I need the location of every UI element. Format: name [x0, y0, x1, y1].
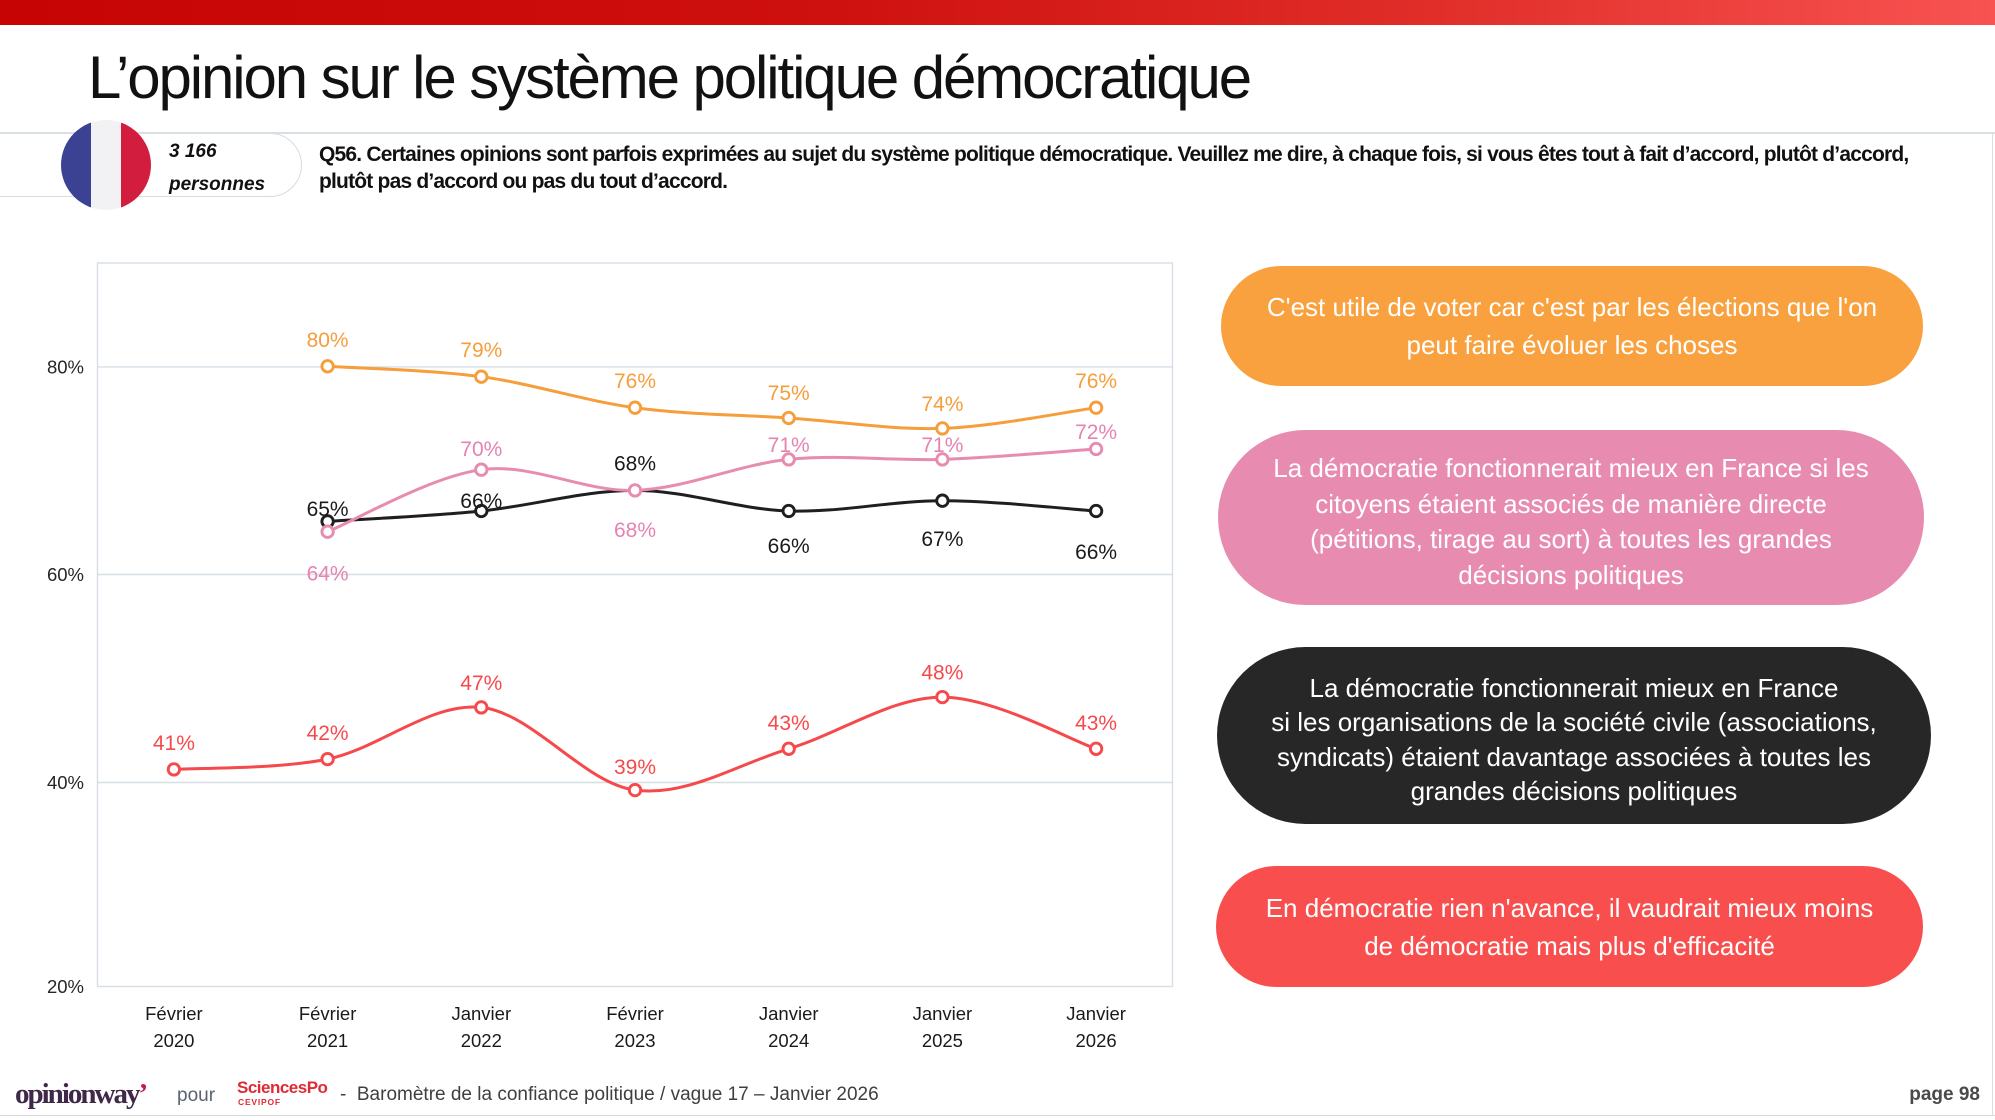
svg-text:2022: 2022	[461, 1030, 502, 1051]
svg-text:79%: 79%	[460, 339, 502, 362]
svg-text:60%: 60%	[47, 564, 84, 585]
svg-text:43%: 43%	[1075, 712, 1117, 735]
svg-text:67%: 67%	[921, 528, 963, 551]
svg-text:39%: 39%	[614, 756, 656, 779]
svg-text:80%: 80%	[47, 357, 84, 378]
svg-text:2020: 2020	[153, 1030, 194, 1051]
svg-text:66%: 66%	[768, 535, 810, 558]
svg-text:68%: 68%	[614, 519, 656, 542]
svg-text:Février: Février	[145, 1003, 203, 1024]
svg-text:65%: 65%	[307, 498, 349, 521]
svg-text:48%: 48%	[921, 662, 963, 685]
svg-text:74%: 74%	[921, 393, 963, 416]
svg-text:Février: Février	[606, 1003, 664, 1024]
svg-text:71%: 71%	[921, 434, 963, 457]
svg-text:75%: 75%	[768, 382, 810, 405]
svg-text:80%: 80%	[307, 329, 349, 352]
svg-text:68%: 68%	[614, 453, 656, 476]
svg-text:64%: 64%	[307, 563, 349, 586]
svg-text:47%: 47%	[460, 672, 502, 695]
svg-text:Janvier: Janvier	[451, 1003, 511, 1024]
svg-text:66%: 66%	[1075, 541, 1117, 564]
svg-text:42%: 42%	[307, 722, 349, 745]
svg-text:2023: 2023	[614, 1030, 655, 1051]
svg-text:40%: 40%	[47, 772, 84, 793]
svg-text:76%: 76%	[1075, 370, 1117, 393]
svg-text:2026: 2026	[1076, 1030, 1117, 1051]
svg-text:Février: Février	[299, 1003, 357, 1024]
svg-text:76%: 76%	[614, 370, 656, 393]
svg-text:Janvier: Janvier	[913, 1003, 973, 1024]
svg-text:2021: 2021	[307, 1030, 348, 1051]
svg-text:Janvier: Janvier	[759, 1003, 819, 1024]
svg-text:41%: 41%	[153, 732, 195, 755]
svg-text:72%: 72%	[1075, 421, 1117, 444]
svg-text:66%: 66%	[460, 490, 502, 513]
svg-text:2025: 2025	[922, 1030, 963, 1051]
svg-text:43%: 43%	[768, 712, 810, 735]
svg-text:2024: 2024	[768, 1030, 809, 1051]
svg-text:Janvier: Janvier	[1066, 1003, 1126, 1024]
svg-text:71%: 71%	[768, 434, 810, 457]
svg-text:20%: 20%	[47, 976, 84, 997]
svg-text:70%: 70%	[460, 438, 502, 461]
